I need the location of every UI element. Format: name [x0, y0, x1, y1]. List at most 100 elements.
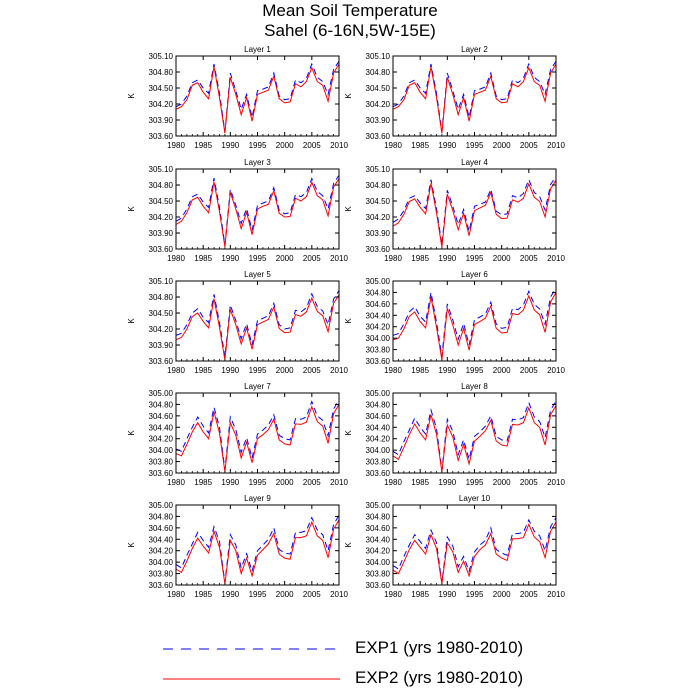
- x-tick-label: 2010: [547, 478, 565, 487]
- series-line-exp1: [392, 400, 557, 471]
- x-tick-label: 2010: [547, 366, 565, 375]
- y-tick-label: 303.60: [149, 245, 174, 254]
- y-tick-label: 304.20: [366, 323, 391, 332]
- x-tick-label: 1980: [167, 254, 185, 263]
- y-tick-label: 304.60: [149, 524, 174, 533]
- y-tick-label: 304.80: [149, 68, 174, 77]
- y-tick-label: 304.40: [366, 311, 391, 320]
- plot-frame: [175, 504, 340, 586]
- x-tick-label: 1980: [384, 366, 402, 375]
- y-tick-label: 305.10: [149, 277, 174, 286]
- x-tick-label: 1985: [194, 366, 212, 375]
- y-tick-label: 303.80: [366, 346, 391, 355]
- x-tick-label: 2010: [330, 590, 348, 599]
- x-tick-label: 1980: [384, 590, 402, 599]
- y-tick-label: 303.60: [366, 469, 391, 478]
- x-tick-label: 1995: [249, 254, 267, 263]
- y-tick-label: 304.50: [149, 84, 174, 93]
- y-tick-label: 303.80: [149, 570, 174, 579]
- plot-frame: [392, 504, 557, 586]
- x-tick-label: 1980: [384, 254, 402, 263]
- y-tick-label: 303.90: [149, 229, 174, 238]
- y-axis-label: K: [127, 318, 136, 324]
- y-tick-label: 303.90: [149, 116, 174, 125]
- series-line-exp1: [392, 517, 557, 583]
- y-tick-label: 305.10: [149, 52, 174, 61]
- series-line-exp2: [175, 63, 340, 134]
- panel-layer-1: 1980 1985 1990 1995 2000 2005 2010 303.60 303.90…: [127, 45, 348, 150]
- y-tick-label: 305.10: [366, 52, 391, 61]
- x-tick-label: 1990: [221, 254, 239, 263]
- x-tick-label: 1985: [411, 254, 429, 263]
- series-line-exp2: [392, 521, 557, 584]
- y-tick-label: 304.50: [366, 197, 391, 206]
- x-tick-label: 1995: [466, 366, 484, 375]
- x-tick-label: 2005: [520, 366, 538, 375]
- x-tick-label: 2000: [493, 254, 511, 263]
- y-tick-label: 304.60: [366, 524, 391, 533]
- panel-title: Layer 10: [459, 494, 491, 503]
- y-tick-label: 303.60: [149, 357, 174, 366]
- x-tick-label: 1995: [249, 366, 267, 375]
- series-line-exp1: [175, 399, 340, 470]
- y-tick-label: 304.20: [366, 547, 391, 556]
- y-tick-label: 304.50: [149, 197, 174, 206]
- x-tick-label: 2000: [493, 478, 511, 487]
- x-tick-label: 2000: [493, 590, 511, 599]
- panel-title: Layer 4: [461, 158, 488, 167]
- panel-title: Layer 5: [244, 270, 271, 279]
- panel-layer-3: 1980 1985 1990 1995 2000 2005 2010 303.60 303.90…: [127, 158, 348, 263]
- y-tick-label: 304.50: [366, 84, 391, 93]
- y-tick-label: 304.40: [366, 535, 391, 544]
- x-tick-label: 1990: [438, 478, 456, 487]
- panel-layer-5: 1980 1985 1990 1995 2000 2005 2010 303.60 303.90…: [127, 270, 348, 375]
- panel-layer-2: 1980 1985 1990 1995 2000 2005 2010 303.60 303.90…: [344, 45, 565, 150]
- chart-subtitle: Sahel (6-16N,5W-15E): [264, 21, 436, 40]
- y-tick-label: 305.00: [149, 389, 174, 398]
- x-tick-label: 1990: [221, 366, 239, 375]
- y-tick-label: 303.60: [149, 581, 174, 590]
- y-tick-label: 304.80: [149, 181, 174, 190]
- panel-title: Layer 2: [461, 45, 488, 54]
- series-line-exp1: [175, 175, 340, 245]
- x-tick-label: 2000: [493, 366, 511, 375]
- y-tick-label: 304.80: [366, 400, 391, 409]
- plot-frame: [392, 168, 557, 250]
- x-tick-label: 1995: [249, 478, 267, 487]
- x-tick-label: 2000: [493, 141, 511, 150]
- series-line-exp2: [175, 178, 340, 247]
- y-tick-label: 304.80: [149, 293, 174, 302]
- y-axis-label: K: [344, 206, 353, 212]
- y-tick-label: 303.90: [366, 229, 391, 238]
- y-tick-label: 304.20: [149, 325, 174, 334]
- panel-layer-7: 1980 1985 1990 1995 2000 2005 2010 303.60 303.80…: [127, 382, 348, 487]
- y-axis-label: K: [344, 430, 353, 436]
- y-tick-label: 303.60: [366, 132, 391, 141]
- y-tick-label: 303.80: [366, 458, 391, 467]
- y-tick-label: 303.60: [149, 132, 174, 141]
- panel-layer-8: 1980 1985 1990 1995 2000 2005 2010 303.60 303.80…: [344, 382, 565, 487]
- x-tick-label: 1995: [466, 254, 484, 263]
- y-axis-label: K: [344, 93, 353, 99]
- x-tick-label: 1995: [466, 478, 484, 487]
- y-tick-label: 304.80: [149, 400, 174, 409]
- x-tick-label: 1985: [194, 590, 212, 599]
- x-tick-label: 1980: [167, 141, 185, 150]
- y-tick-label: 305.00: [366, 277, 391, 286]
- y-tick-label: 304.00: [366, 334, 391, 343]
- y-tick-label: 303.60: [366, 581, 391, 590]
- x-tick-label: 1985: [194, 141, 212, 150]
- x-tick-label: 2005: [303, 590, 321, 599]
- x-tick-label: 2000: [276, 141, 294, 150]
- y-tick-label: 304.60: [149, 412, 174, 421]
- x-tick-label: 2005: [303, 478, 321, 487]
- y-tick-label: 303.60: [366, 357, 391, 366]
- y-tick-label: 304.80: [366, 181, 391, 190]
- y-tick-label: 304.80: [366, 288, 391, 297]
- plot-frame: [392, 392, 557, 474]
- y-tick-label: 304.40: [366, 423, 391, 432]
- y-axis-label: K: [344, 318, 353, 324]
- x-tick-label: 1985: [411, 590, 429, 599]
- x-tick-label: 1995: [249, 141, 267, 150]
